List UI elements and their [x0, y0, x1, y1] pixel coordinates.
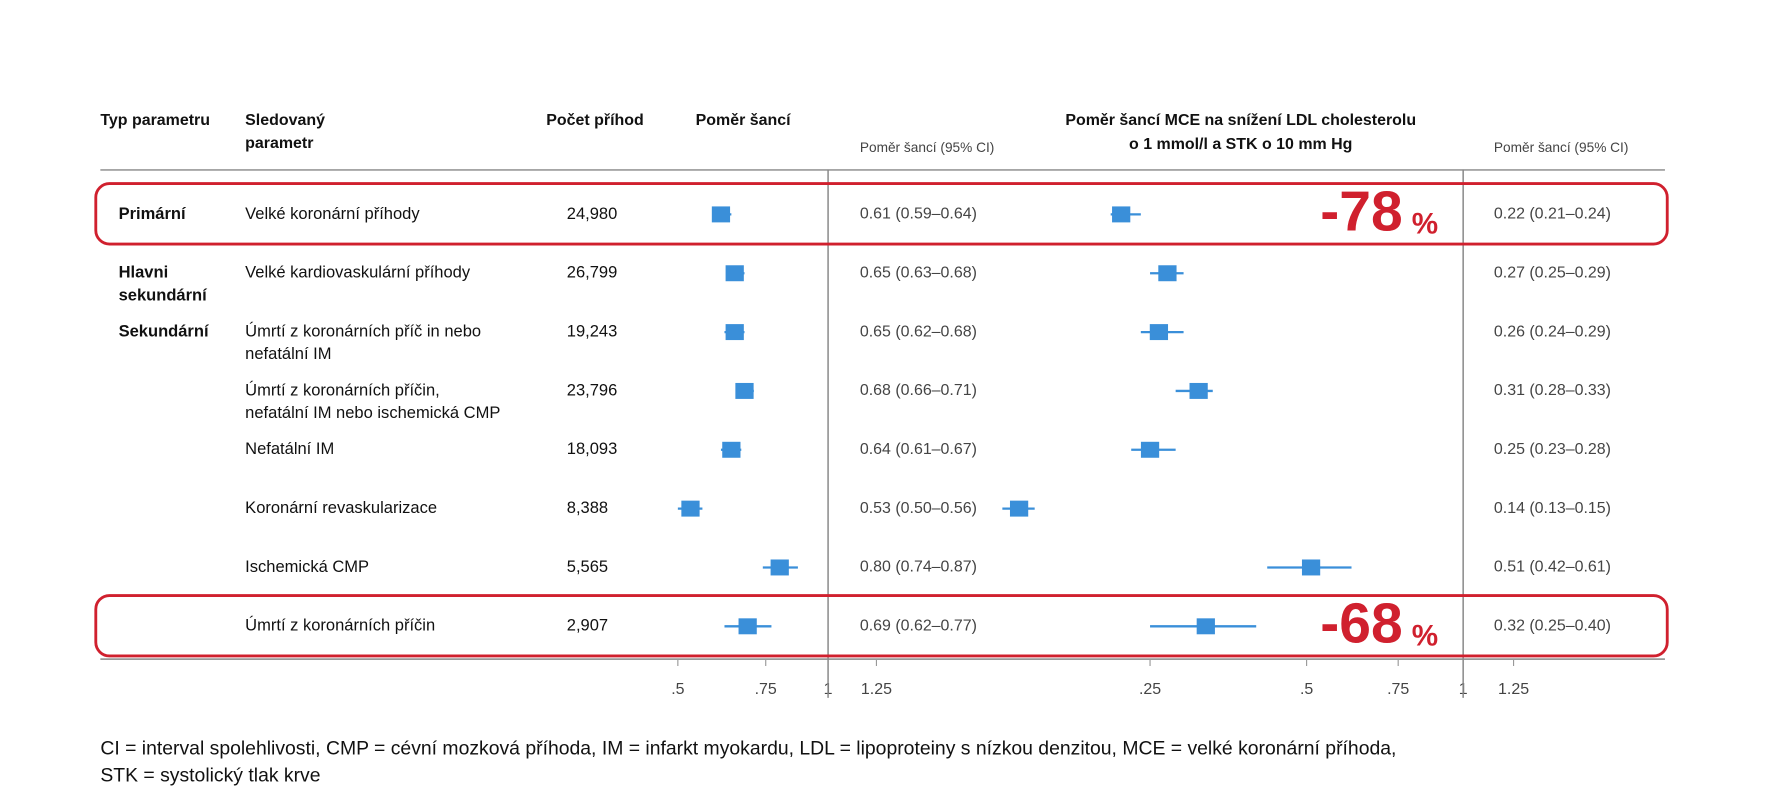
header-events: Počet příhod — [546, 112, 644, 129]
x-tick-label: .5 — [671, 681, 684, 698]
row-type: Hlavni — [119, 263, 169, 282]
ci-label: 0.31 (0.28–0.33) — [1494, 382, 1611, 399]
header-type: Typ parametru — [100, 112, 210, 129]
or-square — [681, 500, 700, 517]
row-events: 23,796 — [567, 380, 618, 399]
ci-label: 0.53 (0.50–0.56) — [860, 500, 977, 517]
x-tick-label: .75 — [1387, 681, 1409, 698]
or-square — [1196, 618, 1215, 635]
ci-label: 0.25 (0.23–0.28) — [1494, 441, 1611, 458]
row-type: Sekundární — [119, 321, 210, 340]
or-square — [738, 618, 757, 635]
ci-label: 0.27 (0.25–0.29) — [1494, 264, 1611, 281]
row-parameter: Úmrtí z koronárních příčin, — [245, 380, 440, 399]
row-events: 19,243 — [567, 321, 618, 340]
ci-label: 0.65 (0.62–0.68) — [860, 323, 977, 340]
row-parameter: Koronární revaskularizace — [245, 498, 437, 517]
x-tick-label: .75 — [755, 681, 777, 698]
header-parameter: parametr — [245, 135, 313, 152]
ci-label: 0.26 (0.24–0.29) — [1494, 323, 1611, 340]
or-square — [1112, 206, 1131, 223]
row-parameter: Nefatální IM — [245, 439, 334, 458]
ci-label: 0.65 (0.63–0.68) — [860, 264, 977, 281]
x-tick-label: .25 — [1139, 681, 1161, 698]
highlight-value: -78 — [1320, 180, 1402, 244]
or-square — [1301, 559, 1321, 576]
ci-label: 0.14 (0.13–0.15) — [1494, 500, 1611, 517]
row-parameter: nefatální IM nebo ischemická CMP — [245, 403, 500, 422]
or-square — [711, 206, 731, 223]
or-square — [1140, 441, 1160, 458]
ci-label: 0.69 (0.62–0.77) — [860, 618, 977, 635]
row-events: 5,565 — [567, 557, 608, 576]
panel-title: o 1 mmol/l a STK o 10 mm Hg — [1129, 136, 1352, 153]
ci-label: 0.80 (0.74–0.87) — [860, 559, 977, 576]
or-square — [725, 324, 744, 341]
highlight-value: -68 — [1320, 592, 1402, 656]
highlight-box — [94, 594, 1669, 658]
row-events: 18,093 — [567, 439, 618, 458]
or-square — [735, 382, 754, 399]
ci-label: 0.51 (0.42–0.61) — [1494, 559, 1611, 576]
header-ci: Poměr šancí (95% CI) — [860, 140, 994, 155]
highlight-box — [94, 182, 1669, 246]
row-parameter: Velké kardiovaskulární příhody — [245, 263, 471, 282]
ci-label: 0.64 (0.61–0.67) — [860, 441, 977, 458]
or-square — [770, 559, 789, 576]
or-square — [1149, 324, 1169, 341]
panel-title: Poměr šancí MCE na snížení LDL cholester… — [1065, 112, 1416, 129]
row-events: 24,980 — [567, 204, 618, 223]
or-square — [1189, 382, 1208, 399]
highlight-unit: % — [1412, 208, 1438, 241]
ci-label: 0.32 (0.25–0.40) — [1494, 618, 1611, 635]
row-parameter: Úmrtí z koronárních příč in nebo — [245, 321, 481, 340]
row-parameter: Úmrtí z koronárních příčin — [245, 616, 435, 635]
x-tick-label: 1.25 — [1498, 681, 1529, 698]
header-parameter: Sledovaný — [245, 112, 325, 129]
or-square — [722, 441, 741, 458]
or-square — [725, 265, 744, 282]
row-events: 2,907 — [567, 616, 608, 635]
row-type: sekundární — [119, 285, 209, 304]
row-parameter: Ischemická CMP — [245, 557, 369, 576]
header-ci: Poměr šancí (95% CI) — [1494, 140, 1628, 155]
row-type: Primární — [119, 204, 187, 223]
footnote: CI = interval spolehlivosti, CMP = cévní… — [100, 737, 1396, 759]
x-tick-label: .5 — [1300, 681, 1313, 698]
ci-label: 0.68 (0.66–0.71) — [860, 382, 977, 399]
row-parameter: Velké koronární příhody — [245, 204, 420, 223]
header-or: Poměr šancí — [696, 112, 791, 129]
x-tick-label: 1.25 — [861, 681, 892, 698]
row-events: 26,799 — [567, 263, 618, 282]
footnote: STK = systolický tlak krve — [100, 765, 320, 787]
highlight-unit: % — [1412, 620, 1438, 653]
ci-label: 0.61 (0.59–0.64) — [860, 206, 977, 223]
or-square — [1158, 265, 1177, 282]
row-events: 8,388 — [567, 498, 608, 517]
or-square — [1009, 500, 1029, 517]
ci-label: 0.22 (0.21–0.24) — [1494, 206, 1611, 223]
row-parameter: nefatální IM — [245, 344, 331, 363]
